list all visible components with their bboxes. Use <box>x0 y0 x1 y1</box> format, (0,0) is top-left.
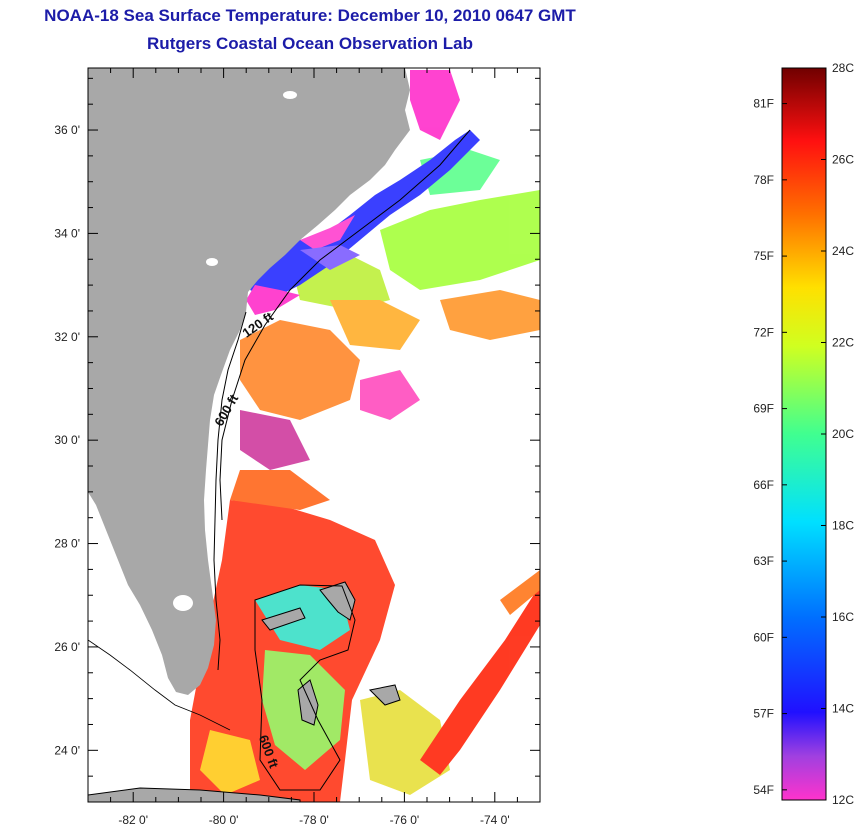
colorbar-celsius-label: 22C <box>832 336 854 350</box>
colorbar-celsius-label: 18C <box>832 519 854 533</box>
contour-600ft <box>219 129 471 521</box>
map-content <box>88 68 540 802</box>
colorbar-fahrenheit-label: 54F <box>753 783 774 797</box>
colorbar-celsius-label: 24C <box>832 244 854 258</box>
colorbar-fahrenheit-label: 66F <box>753 478 774 492</box>
map-subtitle: Rutgers Coastal Ocean Observation Lab <box>147 34 473 53</box>
longitude-axis: -82 0' -80 0' -78 0' -76 0' -74 0' <box>110 68 518 827</box>
latitude-tick-label: 26 0' <box>54 640 80 654</box>
colorbar-fahrenheit-label: 69F <box>753 402 774 416</box>
latitude-tick-label: 36 0' <box>54 123 80 137</box>
latitude-tick-label: 24 0' <box>54 743 80 757</box>
colorbar-labels: 28C 26C 24C 22C 20C 18C 16C 14C 12C 81F 78F 75F 72F 6… <box>753 61 854 807</box>
longitude-tick-label: -76 0' <box>390 813 420 827</box>
colorbar-celsius-label: 16C <box>832 610 854 624</box>
latitude-tick-label: 28 0' <box>54 537 80 551</box>
colorbar-celsius-label: 12C <box>832 793 854 807</box>
longitude-tick-label: -80 0' <box>209 813 239 827</box>
colorbar-fahrenheit-label: 57F <box>753 707 774 721</box>
contour-coastal <box>88 639 231 731</box>
latitude-tick-label: 34 0' <box>54 226 80 240</box>
longitude-tick-label: -78 0' <box>299 813 329 827</box>
colorbar-fahrenheit-label: 63F <box>753 554 774 568</box>
colorbar-fahrenheit-label: 81F <box>753 97 774 111</box>
latitude-tick-label: 30 0' <box>54 433 80 447</box>
land-mainland <box>88 68 410 695</box>
latitude-axis: 36 0' 34 0' 32 0' 30 0' 28 0' 26 0' 24 0' <box>54 77 540 777</box>
colorbar <box>781 67 827 801</box>
land-bahamas-eleuthera <box>368 684 401 706</box>
colorbar-celsius-label: 26C <box>832 153 854 167</box>
colorbar-celsius-label: 14C <box>832 702 854 716</box>
colorbar-celsius-label: 20C <box>832 427 854 441</box>
colorbar-fahrenheit-label: 60F <box>753 630 774 644</box>
lake <box>283 91 297 99</box>
contour-bahamas-bank <box>254 584 356 791</box>
longitude-tick-label: -74 0' <box>480 813 510 827</box>
colorbar-fahrenheit-label: 78F <box>753 173 774 187</box>
map-title: NOAA-18 Sea Surface Temperature: Decembe… <box>44 6 576 25</box>
colorbar-fahrenheit-label: 72F <box>753 325 774 339</box>
longitude-tick-label: -82 0' <box>118 813 148 827</box>
latitude-tick-label: 32 0' <box>54 330 80 344</box>
colorbar-celsius-label: 28C <box>832 61 854 75</box>
contour-120ft <box>213 311 247 671</box>
lake <box>206 258 218 266</box>
land-grand-bahama <box>261 607 306 631</box>
colorbar-fahrenheit-label: 75F <box>753 249 774 263</box>
lake-okeechobee <box>173 595 193 611</box>
land-bahamas-abaco <box>319 581 356 621</box>
